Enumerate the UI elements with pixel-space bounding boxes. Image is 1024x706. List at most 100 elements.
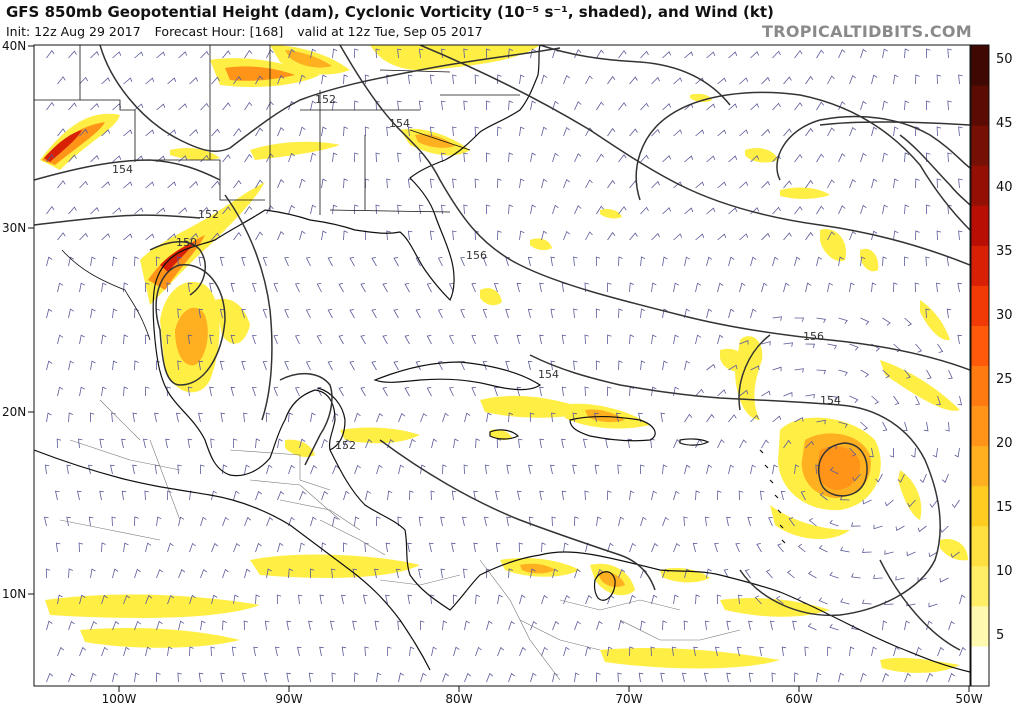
- wind-barb: [145, 129, 155, 137]
- wind-barb: [426, 335, 432, 345]
- wind-barb: [508, 672, 515, 683]
- wind-barb: [860, 256, 866, 267]
- wind-barb: [437, 257, 443, 267]
- wind-barb: [695, 388, 704, 397]
- wind-barb: [915, 646, 922, 657]
- wind-barb: [46, 102, 55, 111]
- wind-barb: [585, 127, 593, 137]
- wind-barb: [584, 386, 589, 397]
- wind-barb: [310, 516, 317, 527]
- wind-barb: [429, 230, 435, 241]
- wind-barb: [673, 129, 683, 137]
- wind-barb: [288, 204, 295, 215]
- wind-barb: [860, 672, 867, 683]
- wind-barb: [354, 412, 361, 423]
- wind-barb: [849, 395, 859, 403]
- wind-barb: [442, 620, 448, 631]
- wind-barb: [145, 77, 155, 85]
- wind-barb: [46, 620, 53, 631]
- wind-barb: [386, 230, 391, 241]
- lon-label-80w: 80W: [445, 692, 472, 706]
- wind-barb: [145, 386, 150, 397]
- wind-barb: [805, 231, 814, 241]
- wind-barb: [156, 207, 166, 215]
- wind-barb: [829, 571, 839, 579]
- wind-barb: [596, 516, 602, 527]
- wind-barb: [187, 334, 193, 345]
- wind-barb: [917, 525, 927, 533]
- wind-barb: [233, 490, 240, 501]
- wind-barb: [563, 230, 571, 241]
- wind-barb: [134, 620, 141, 631]
- wind-barb: [178, 51, 188, 59]
- wind-barb: [453, 438, 459, 449]
- wind-barb: [794, 317, 805, 322]
- wind-barb: [332, 48, 338, 59]
- wind-barb: [904, 152, 910, 163]
- wind-barb: [222, 568, 229, 579]
- wind-barb: [772, 464, 778, 475]
- wind-barb: [101, 646, 108, 657]
- wind-barb: [360, 387, 366, 397]
- wind-barb: [296, 646, 302, 657]
- wind-barb: [68, 620, 75, 631]
- wind-barb: [673, 439, 681, 449]
- wind-barb: [145, 282, 150, 293]
- wind-barb: [299, 438, 306, 449]
- wind-barb: [475, 646, 482, 657]
- wind-barb: [871, 230, 878, 241]
- wind-barb: [393, 257, 399, 267]
- wind-barb: [68, 50, 77, 59]
- wind-barb: [871, 74, 878, 85]
- wind-barb: [585, 179, 593, 189]
- lon-label-90w: 90W: [275, 692, 302, 706]
- wind-barb: [574, 49, 582, 59]
- wind-barb: [68, 672, 75, 683]
- wind-barb: [155, 256, 161, 267]
- wind-barb: [596, 49, 605, 59]
- wind-barb: [808, 517, 817, 527]
- wind-barb: [717, 389, 727, 397]
- wind-barb: [177, 464, 182, 475]
- wind-barb: [805, 75, 814, 85]
- wind-barb: [266, 568, 272, 579]
- wind-barb: [473, 542, 478, 553]
- wind-barb: [200, 464, 205, 475]
- wind-barb: [739, 439, 747, 449]
- wind-barb: [807, 623, 817, 631]
- wind-barb: [781, 646, 787, 657]
- wind-barb: [904, 369, 911, 379]
- wind-barb: [919, 473, 927, 483]
- wind-barb: [365, 490, 372, 501]
- wind-barb: [341, 594, 346, 605]
- wind-barb: [563, 178, 571, 189]
- wind-barb: [662, 103, 672, 111]
- wind-barb: [904, 317, 912, 327]
- wind-barb: [596, 101, 605, 111]
- wind-barb: [516, 334, 522, 345]
- wind-barb: [354, 48, 359, 59]
- wind-barb: [415, 309, 421, 319]
- wind-barb: [840, 546, 850, 553]
- wind-barb: [460, 309, 465, 319]
- wind-barb: [68, 206, 77, 215]
- wind-barb: [539, 386, 544, 397]
- wind-barb: [739, 340, 749, 345]
- wind-barb: [882, 256, 887, 267]
- wind-barb: [178, 516, 185, 527]
- wind-barb: [717, 129, 727, 137]
- wind-barb: [539, 334, 544, 345]
- wind-barb: [145, 594, 153, 605]
- wind-barb: [448, 335, 454, 345]
- wind-barb: [441, 204, 446, 215]
- wind-barb: [706, 413, 715, 423]
- wind-barb: [794, 206, 803, 215]
- wind-barb: [220, 672, 225, 683]
- wind-barb: [926, 672, 934, 683]
- wind-barb: [299, 542, 305, 553]
- wind-barb: [485, 100, 491, 111]
- wind-barb: [928, 551, 938, 558]
- wind-barb: [607, 179, 616, 189]
- wind-barb: [286, 672, 291, 683]
